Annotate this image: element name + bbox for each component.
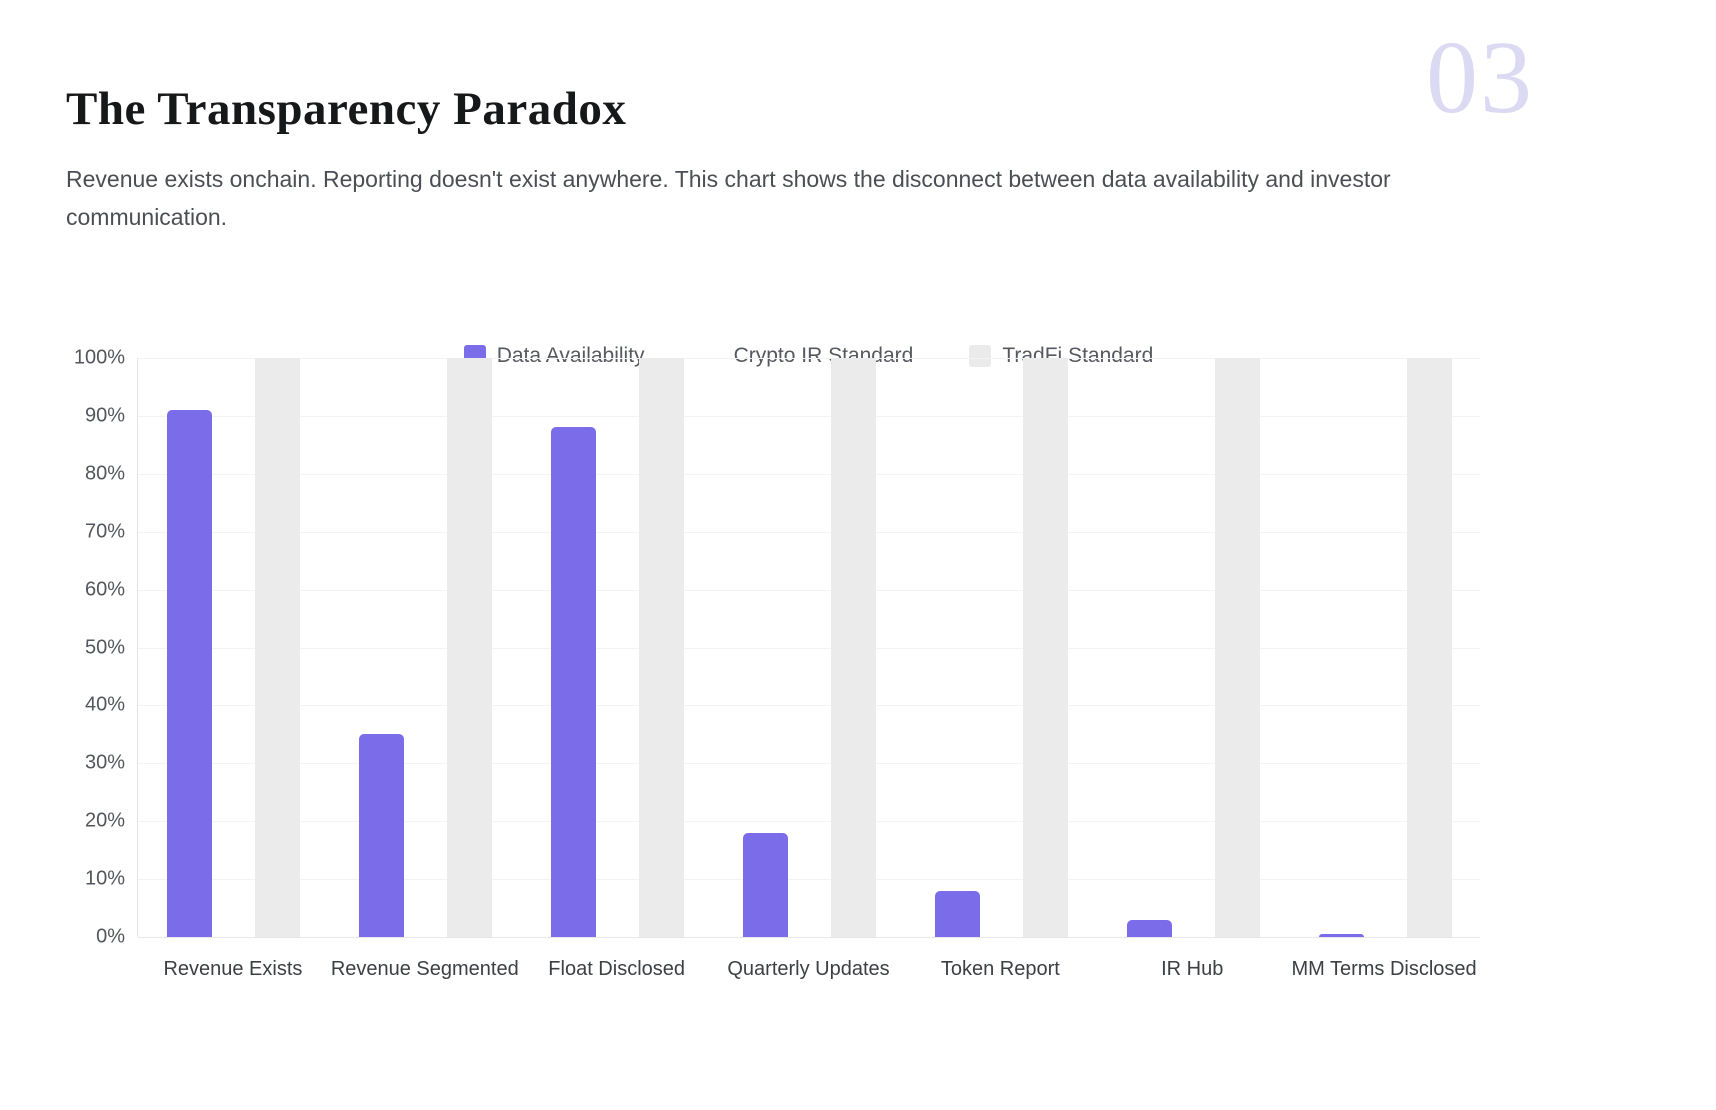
y-tick-label: 40%: [84, 693, 125, 716]
bar-tradfi-standard-3: [831, 358, 876, 937]
legend-swatch-icon: [700, 345, 723, 367]
page-subtitle: Revenue exists onchain. Reporting doesn'…: [66, 166, 1391, 230]
y-axis-labels: 0% 10% 20% 30% 40% 50% 60% 70% 80% 90% 100%: [0, 347, 125, 948]
y-tick-label: 90%: [84, 404, 125, 427]
gridline: [138, 821, 1480, 823]
x-category-label: Revenue Exists: [163, 958, 303, 980]
bar-tradfi-standard-2: [639, 358, 685, 937]
gridline: [138, 705, 1480, 707]
y-tick-label: 0%: [96, 925, 125, 948]
x-category-label: Float Disclosed: [548, 958, 685, 980]
bar-tradfi-standard-1: [447, 358, 493, 937]
x-category-label: IR Hub: [1161, 958, 1224, 980]
bar-tradfi-standard-0: [255, 358, 301, 937]
x-axis-labels: Revenue Exists Revenue Segmented Float Dis…: [137, 958, 1480, 988]
gridline: [138, 415, 1480, 417]
gridline: [138, 589, 1480, 591]
x-category-label: Revenue Segmented: [330, 958, 519, 980]
gridline: [138, 937, 1480, 938]
bar-data-availability-5: [1126, 920, 1172, 937]
page-number: 03: [1426, 20, 1534, 135]
gridline: [138, 473, 1480, 475]
gridline: [138, 763, 1480, 765]
gridline: [138, 879, 1480, 881]
y-tick-label: 10%: [84, 867, 125, 890]
page-title: The Transparency Paradox: [66, 83, 627, 135]
y-tick-label: 30%: [84, 751, 125, 774]
gridline: [138, 358, 1480, 359]
legend-label: Data Availability: [496, 344, 645, 367]
y-tick-label: 70%: [84, 520, 125, 543]
gridline: [138, 647, 1480, 649]
bar-data-availability-1: [359, 734, 405, 937]
x-category-label: Token Report: [940, 958, 1060, 980]
plot-area: [137, 358, 1480, 938]
bar-tradfi-standard-5: [1214, 358, 1260, 937]
y-tick-label: 50%: [84, 636, 125, 658]
bar-data-availability-0: [167, 410, 213, 937]
bar-data-availability-6: [1318, 934, 1364, 937]
bar-data-availability-2: [551, 427, 597, 937]
legend-swatch-icon: [969, 345, 992, 367]
x-category-label: MM Terms Disclosed: [1291, 958, 1477, 980]
bar-tradfi-standard-6: [1406, 358, 1452, 937]
y-tick-label: 80%: [84, 462, 125, 485]
bar-tradfi-standard-4: [1022, 358, 1068, 937]
y-tick-label: 20%: [84, 809, 125, 832]
y-tick-label: 60%: [84, 578, 125, 601]
bar-data-availability-4: [934, 891, 980, 937]
y-tick-label: 100%: [73, 346, 125, 369]
x-category-label: Quarterly Updates: [727, 958, 890, 980]
bar-data-availability-3: [743, 833, 788, 937]
gridline: [138, 531, 1480, 533]
